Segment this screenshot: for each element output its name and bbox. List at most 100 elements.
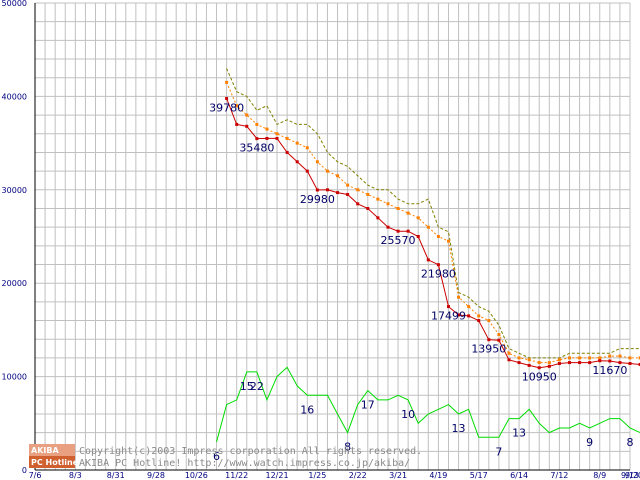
data-label-shop-count: 9 <box>586 436 593 449</box>
series-min-price-point <box>507 358 511 362</box>
series-min-price-point <box>255 137 259 141</box>
logo-top-band <box>29 444 75 456</box>
x-tick-label: 7/6 <box>29 471 42 480</box>
series-min-price-point <box>275 136 279 140</box>
x-tick-label: 9/20 <box>625 471 640 480</box>
x-tick-label: 8/9 <box>593 471 606 480</box>
data-labels: 39780 35480 29980 25570 21980 17499 13950 10950… <box>209 101 633 463</box>
logo-bottom-text: PC Hotline! <box>31 458 82 467</box>
series-shop-count-line <box>216 366 640 443</box>
data-label-min-price: 29980 <box>300 193 335 206</box>
data-label-shop-count: 22 <box>250 380 264 393</box>
data-label-min-price: 25570 <box>381 234 416 247</box>
series-average-price-point <box>245 113 249 117</box>
series-min-price-point <box>295 160 299 164</box>
series-min-price-point <box>527 363 531 367</box>
data-label-shop-count: 10 <box>401 408 415 421</box>
series-min-price-point <box>386 225 390 229</box>
series-average-price-point <box>336 174 340 178</box>
data-label-shop-count: 13 <box>452 422 466 435</box>
series-min-price-point <box>225 96 229 100</box>
series-average-price-point <box>467 305 471 309</box>
data-label-shop-count: 17 <box>361 399 375 412</box>
series-average-price-point <box>547 361 551 365</box>
x-tick-label: 3/21 <box>389 471 407 480</box>
series-average-price-point <box>396 206 400 210</box>
x-tick-label: 2/22 <box>349 471 367 480</box>
series-average-price-point <box>436 235 440 238</box>
y-tick-label: 0 <box>22 466 27 475</box>
series-average-price-point <box>527 358 531 362</box>
grid-lines <box>34 2 631 471</box>
series-min-price-point <box>487 338 491 342</box>
y-tick-label: 40000 <box>2 92 27 101</box>
x-tick-label: 9/28 <box>147 471 165 480</box>
series-min-price-point <box>446 305 450 309</box>
x-tick-label: 10/26 <box>185 471 208 480</box>
series-min-price-point <box>356 202 360 206</box>
data-label-shop-count: 8 <box>627 436 634 449</box>
series-min-price-point <box>517 361 521 365</box>
series-average-price-point <box>315 160 319 164</box>
series-min-price-point <box>638 362 640 366</box>
series-average-price-point <box>517 356 521 360</box>
data-label-shop-count: 8 <box>344 441 351 454</box>
series-average-price-point <box>638 356 640 360</box>
series-average-price-point <box>416 216 420 220</box>
data-label-min-price: 17499 <box>431 310 466 323</box>
series-average-price-point <box>275 132 279 136</box>
series-min-price-point <box>477 319 481 323</box>
data-label-min-price: 35480 <box>239 142 274 155</box>
series-min-price-point <box>467 314 471 318</box>
series-min-price-point <box>396 229 400 233</box>
series-min-price-point <box>315 188 319 192</box>
series-min-price-point <box>497 338 501 342</box>
series-min-price-point <box>578 361 582 365</box>
logo-top-text: AKIBA <box>31 446 59 455</box>
series-min-price-point <box>336 191 340 195</box>
series-min-price-point <box>245 124 249 128</box>
series-average-price-point <box>588 356 592 360</box>
series-min-price-point <box>376 216 380 220</box>
series-average-price-point <box>567 356 571 360</box>
y-tick-label: 20000 <box>2 279 27 288</box>
data-label-min-price: 39780 <box>209 101 244 114</box>
data-label-min-price: 11670 <box>592 364 627 377</box>
series-min-price-point <box>436 263 440 267</box>
series-min-price-point <box>457 313 461 317</box>
series-min-price-point <box>325 188 329 192</box>
series-min-price-point <box>305 169 309 173</box>
series-min-price-point <box>426 258 430 262</box>
series-average-price-point <box>628 356 632 360</box>
data-label-shop-count: 13 <box>512 427 526 440</box>
series-min-price-point <box>346 192 350 196</box>
series-min-price-point <box>285 150 289 154</box>
series-min-price-point <box>537 366 541 370</box>
series-average-price-point <box>608 354 612 358</box>
data-label-min-price: 21980 <box>421 268 456 281</box>
series-min-price-point <box>557 362 561 366</box>
series-min-price-point <box>547 364 551 368</box>
series-min-price-point <box>567 361 571 365</box>
hotline-url-text: AKIBA PC Hotline! http://www.watch.impre… <box>79 458 410 469</box>
series-average-price-point <box>346 183 350 187</box>
series-average-price-point <box>285 136 289 140</box>
series-min-price-point <box>265 136 269 140</box>
series-average-price-point <box>406 211 410 215</box>
series-min-price-point <box>366 206 370 210</box>
series-min-price-point <box>618 361 622 365</box>
akiba-logo: AKIBA PC Hotline! <box>29 444 82 468</box>
y-tick-label: 50000 <box>2 0 27 8</box>
y-tick-label: 10000 <box>2 373 27 382</box>
series-average-price-point <box>537 361 541 365</box>
series-min-price-point <box>598 359 602 363</box>
x-tick-label: 5/17 <box>470 471 488 480</box>
y-tick-label: 30000 <box>2 186 27 195</box>
series-average-price-point <box>598 356 602 360</box>
x-tick-label: 9/13 <box>621 471 639 480</box>
data-label-shop-count: 16 <box>300 403 314 416</box>
series-average-price-point <box>477 314 481 318</box>
series-average-price-point <box>618 354 622 358</box>
